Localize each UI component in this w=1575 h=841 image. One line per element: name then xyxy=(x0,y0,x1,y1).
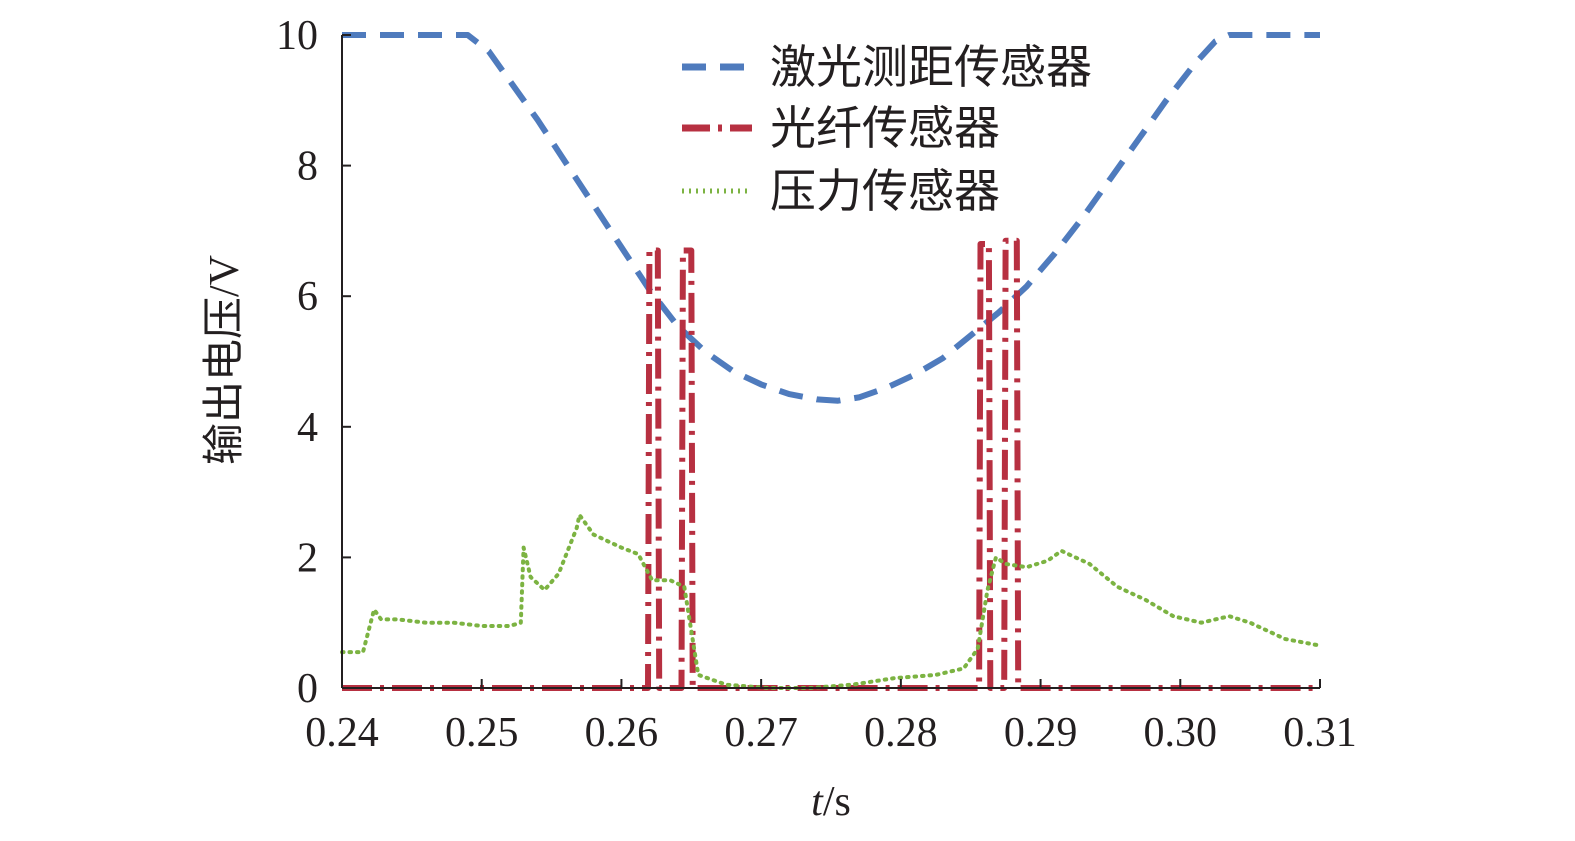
x-axis-title: t/s xyxy=(811,779,851,825)
x-tick-label: 0.28 xyxy=(864,710,938,756)
x-tick-label: 0.30 xyxy=(1144,710,1218,756)
legend-item-pressure: 压力传感器 xyxy=(682,164,1000,218)
x-tick-label: 0.25 xyxy=(445,710,519,756)
y-tick-label: 8 xyxy=(297,144,318,190)
x-tick-label: 0.29 xyxy=(1004,710,1078,756)
x-tick-label: 0.27 xyxy=(724,710,798,756)
legend: 激光测距传感器 光纤传感器 压力传感器 xyxy=(682,40,1092,218)
y-tick-label: 0 xyxy=(297,666,318,712)
legend-label-laser: 激光测距传感器 xyxy=(770,40,1092,94)
series-laser-line xyxy=(342,32,1320,404)
y-tick-label: 4 xyxy=(297,405,318,451)
y-tick-label: 2 xyxy=(297,535,318,581)
legend-label-pressure: 压力传感器 xyxy=(770,164,1000,218)
x-tick-label: 0.26 xyxy=(585,710,659,756)
legend-label-fiber: 光纤传感器 xyxy=(770,101,1000,155)
axes xyxy=(341,34,1321,689)
y-tick-label: 10 xyxy=(276,13,318,59)
series-pressure-line xyxy=(340,513,1322,690)
series-fiber-line xyxy=(342,237,1320,691)
x-axis-unit: /s xyxy=(823,779,851,825)
legend-item-fiber: 光纤传感器 xyxy=(682,101,1000,155)
legend-item-laser: 激光测距传感器 xyxy=(682,40,1092,94)
y-axis-title: 输出电压/V xyxy=(202,255,248,465)
x-axis-variable: t xyxy=(811,779,824,825)
tick-labels: 0 2 4 6 8 10 0.24 0.25 0.26 0.27 0.28 0.29 0.30 0.31 xyxy=(276,13,1357,756)
x-tick-label: 0.24 xyxy=(305,710,379,756)
y-tick-label: 6 xyxy=(297,274,318,320)
x-tick-label: 0.31 xyxy=(1283,710,1357,756)
